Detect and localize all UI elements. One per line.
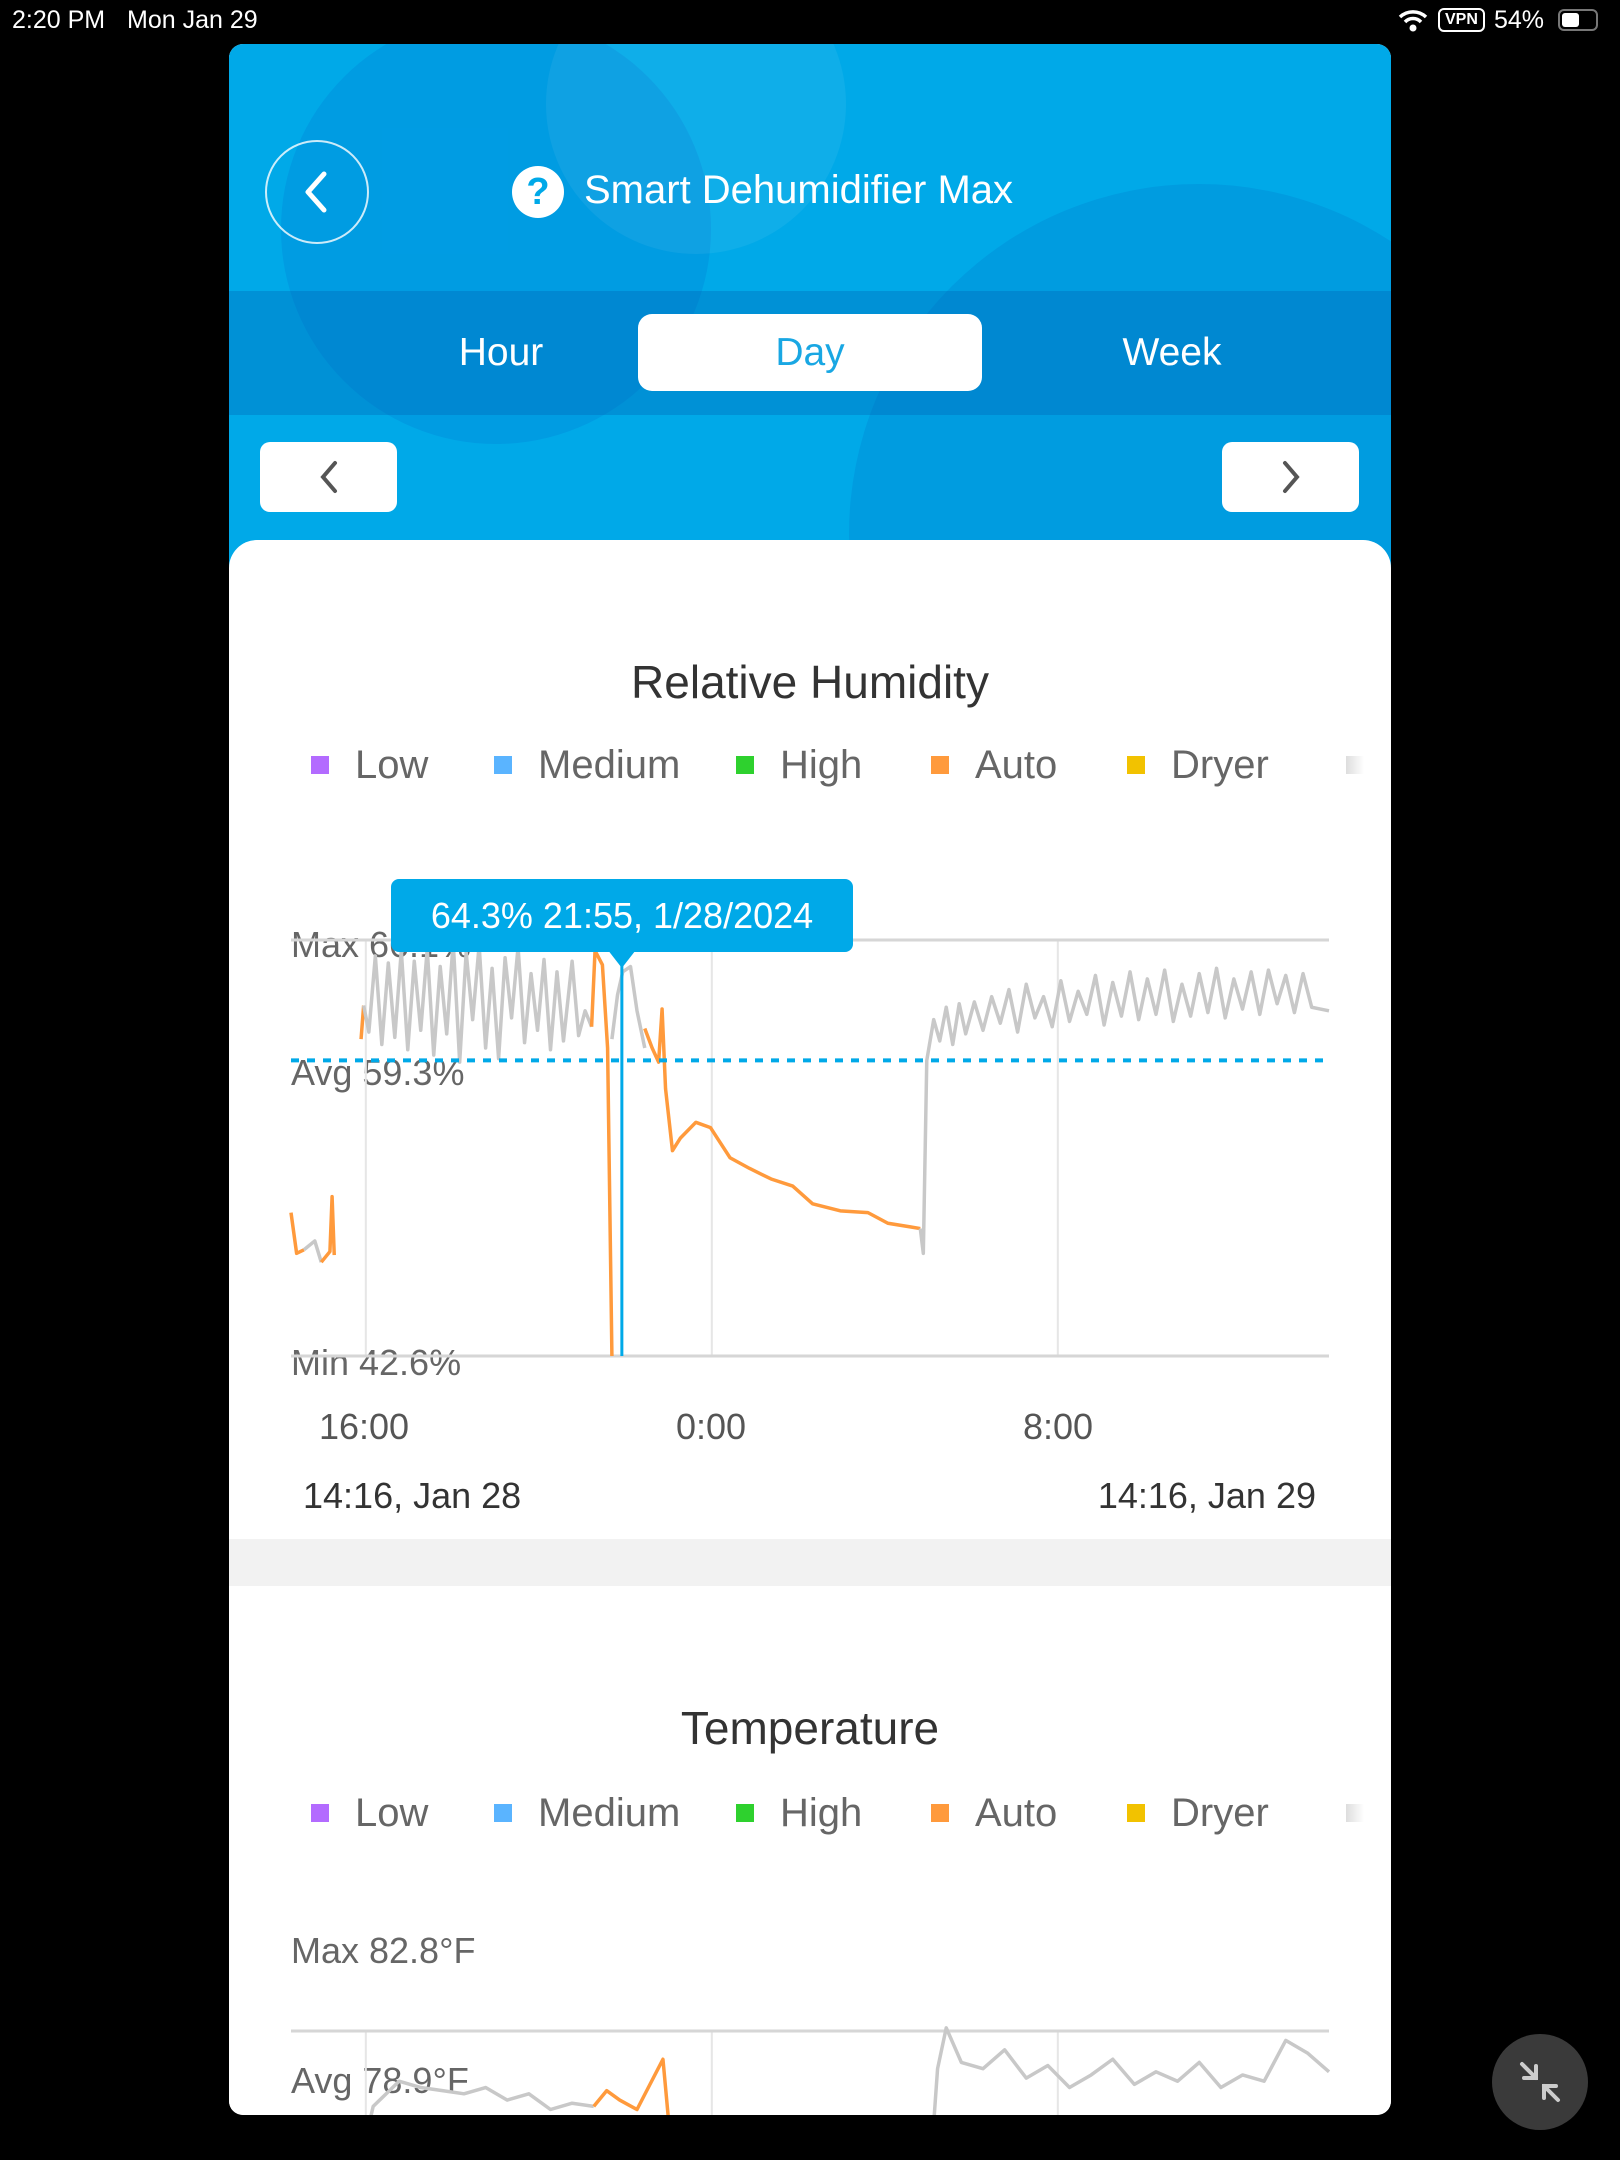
legend-item-dryer[interactable]: Dryer [1127, 740, 1269, 790]
humidity-card: Relative Humidity Low Medium High Auto Dryer… [229, 540, 1391, 1539]
series-off [610, 964, 647, 1049]
legend-item-high[interactable]: High [736, 1788, 862, 1838]
series-auto [289, 1212, 305, 1256]
series-off [918, 966, 1330, 1256]
legend-item-auto[interactable]: Auto [931, 740, 1057, 790]
app-window: Hour Day Week ? Smart Dehumidifier Max R… [229, 44, 1391, 2115]
range-end: 14:16, Jan 29 [1097, 1475, 1316, 1516]
legend-label: Medium [538, 1790, 681, 1835]
min-label: Min 42.6% [291, 1342, 462, 1383]
device-title: Smart Dehumidifier Max [584, 168, 1014, 212]
series-off [361, 940, 594, 1064]
x-tick: 8:00 [1022, 1406, 1094, 1447]
battery-percent: 54% [1494, 6, 1545, 34]
legend-item-medium[interactable]: Medium [494, 740, 680, 790]
status-time: 2:20 PM [12, 6, 106, 34]
series-off [302, 1239, 323, 1263]
legend-swatch [311, 756, 329, 774]
legend-swatch [311, 1804, 329, 1822]
previous-day-button[interactable] [260, 442, 397, 512]
humidity-legend: Low Medium High Auto Dryer [229, 740, 1391, 790]
legend-item-dryer[interactable]: Dryer [1127, 1788, 1269, 1838]
next-day-button[interactable] [1222, 442, 1359, 512]
legend-swatch [931, 756, 949, 774]
legend-item-high[interactable]: High [736, 740, 862, 790]
legend-swatch [1127, 1804, 1145, 1822]
header: Hour Day Week ? Smart Dehumidifier Max [229, 44, 1391, 604]
series-auto [589, 948, 614, 1357]
humidity-chart[interactable] [229, 540, 1391, 1539]
range-start: 14:16, Jan 28 [303, 1475, 522, 1516]
tooltip-pointer [607, 950, 636, 968]
max-label: Max 82.8°F [291, 1930, 476, 1971]
vpn-badge: VPN [1438, 8, 1485, 32]
temperature-card: Temperature Low Medium High Auto Dryer Max 8… [229, 1586, 1391, 2115]
series-off [932, 2026, 1331, 2115]
legend-swatch [736, 756, 754, 774]
temperature-title: Temperature [680, 1702, 940, 1754]
x-tick: 16:00 [318, 1406, 410, 1447]
help-icon[interactable]: ? [512, 166, 564, 218]
battery-icon [1558, 9, 1598, 31]
back-button[interactable] [265, 140, 369, 244]
status-date: Mon Jan 29 [127, 6, 258, 34]
legend-swatch [1127, 756, 1145, 774]
legend-label: Auto [975, 1790, 1058, 1835]
legend-item-more[interactable] [1346, 740, 1390, 790]
chevron-right-icon [1282, 461, 1300, 493]
legend-item-low[interactable]: Low [311, 740, 428, 790]
legend-item-medium[interactable]: Medium [494, 1788, 680, 1838]
series-auto [319, 1194, 336, 1264]
legend-label: Low [355, 742, 429, 787]
legend-item-auto[interactable]: Auto [931, 1788, 1057, 1838]
period-tabs: Hour Day Week [229, 291, 1391, 415]
legend-label: Medium [538, 742, 681, 787]
chart-tooltip: 64.3% 21:55, 1/28/2024 [391, 879, 853, 952]
legend-item-more[interactable] [1346, 1788, 1390, 1838]
series-off [369, 2079, 595, 2115]
x-tick: 0:00 [675, 1406, 747, 1447]
legend-label: Auto [975, 742, 1058, 787]
legend-label: High [780, 742, 863, 787]
wifi-icon [1398, 10, 1428, 32]
collapse-button[interactable] [1492, 2034, 1588, 2130]
tab-week[interactable]: Week [1122, 330, 1222, 374]
legend-swatch [931, 1804, 949, 1822]
chevron-left-icon [319, 461, 337, 493]
temperature-legend: Low Medium High Auto Dryer [229, 1788, 1391, 1838]
series-auto [643, 1007, 921, 1231]
legend-item-low[interactable]: Low [311, 1788, 428, 1838]
avg-label: Avg 78.9°F [291, 2060, 469, 2101]
humidity-title: Relative Humidity [631, 656, 989, 708]
legend-swatch [736, 1804, 754, 1822]
chevron-left-icon [305, 171, 327, 213]
temperature-chart[interactable] [229, 1586, 1391, 2115]
legend-label: High [780, 1790, 863, 1835]
tab-hour[interactable]: Hour [458, 330, 544, 374]
legend-swatch [494, 756, 512, 774]
legend-label: Dryer [1171, 742, 1269, 787]
collapse-arrows-icon [1520, 2062, 1560, 2102]
series-auto [592, 2057, 670, 2115]
legend-label: Low [355, 1790, 429, 1835]
legend-swatch [494, 1804, 512, 1822]
tab-day[interactable]: Day [638, 314, 982, 391]
legend-label: Dryer [1171, 1790, 1269, 1835]
